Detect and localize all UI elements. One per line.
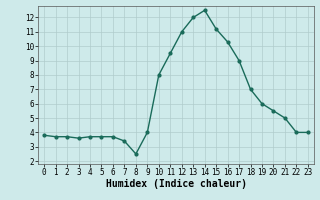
X-axis label: Humidex (Indice chaleur): Humidex (Indice chaleur) <box>106 179 246 189</box>
